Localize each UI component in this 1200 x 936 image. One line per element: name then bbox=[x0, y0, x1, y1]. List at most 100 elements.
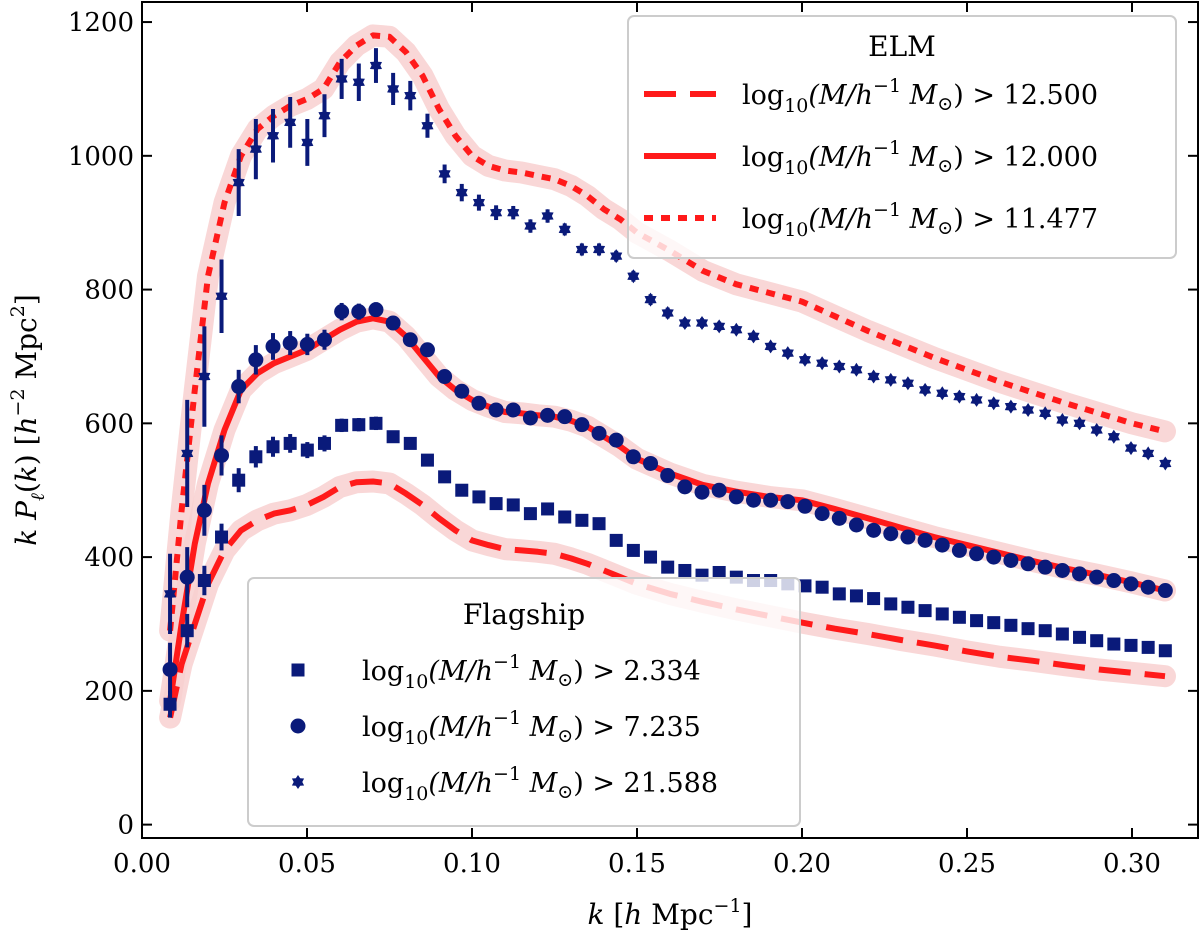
data-point bbox=[626, 543, 640, 557]
data-point bbox=[798, 352, 811, 367]
data-point bbox=[661, 306, 674, 320]
data-point bbox=[849, 589, 863, 603]
data-point bbox=[352, 418, 366, 432]
legend-marker bbox=[291, 663, 305, 677]
data-point bbox=[575, 242, 588, 257]
data-point bbox=[316, 332, 332, 348]
data-point bbox=[438, 166, 451, 181]
data-point bbox=[711, 482, 727, 498]
data-point bbox=[919, 382, 932, 397]
data-point bbox=[677, 479, 693, 495]
data-point bbox=[387, 81, 400, 96]
data-point bbox=[816, 356, 829, 371]
data-point bbox=[541, 502, 555, 516]
data-point bbox=[524, 219, 537, 233]
data-point bbox=[335, 71, 348, 86]
data-point bbox=[249, 450, 263, 464]
data-point bbox=[1022, 403, 1035, 417]
data-point bbox=[232, 473, 246, 487]
data-point bbox=[883, 526, 899, 542]
data-point bbox=[747, 329, 760, 344]
y-tick-label: 1000 bbox=[68, 142, 134, 172]
x-tick-label: 0.15 bbox=[608, 849, 666, 879]
data-point bbox=[403, 436, 417, 450]
data-point bbox=[419, 342, 435, 358]
data-point bbox=[385, 315, 401, 331]
legend-flagship: Flagship log10(M/h−1 M⊙) > 2.334 log10(M/… bbox=[247, 577, 801, 827]
legend-flagship-title: Flagship bbox=[463, 598, 585, 631]
data-point bbox=[179, 569, 195, 585]
data-point bbox=[266, 128, 280, 143]
data-point bbox=[437, 369, 453, 385]
legend-flagship-entry: log10(M/h−1 M⊙) > 2.334 bbox=[362, 651, 701, 693]
data-point bbox=[952, 610, 966, 624]
data-point bbox=[969, 546, 985, 562]
data-point bbox=[644, 550, 658, 564]
data-point bbox=[780, 494, 796, 510]
data-point bbox=[1073, 416, 1086, 431]
data-point bbox=[162, 661, 178, 677]
data-point bbox=[163, 697, 177, 711]
y-tick-label: 600 bbox=[84, 409, 134, 439]
data-point bbox=[1123, 576, 1139, 592]
data-point bbox=[215, 530, 229, 544]
data-point bbox=[284, 115, 297, 130]
legend-flagship-swatch-star bbox=[291, 775, 305, 789]
data-point bbox=[815, 580, 829, 594]
data-point bbox=[558, 222, 571, 237]
data-point bbox=[402, 332, 418, 348]
data-point bbox=[1159, 456, 1172, 471]
data-point bbox=[901, 376, 914, 391]
x-tick-label: 0.00 bbox=[113, 849, 171, 879]
data-point bbox=[557, 409, 573, 425]
data-point bbox=[848, 517, 864, 533]
data-point bbox=[1037, 559, 1053, 575]
data-point bbox=[249, 142, 262, 157]
data-point bbox=[265, 338, 281, 354]
data-point bbox=[1142, 446, 1155, 461]
data-point bbox=[1020, 556, 1036, 572]
data-point bbox=[900, 529, 916, 545]
legend-marker bbox=[291, 775, 305, 789]
data-point bbox=[935, 607, 949, 621]
data-point bbox=[266, 440, 280, 454]
data-point bbox=[352, 75, 365, 90]
data-point bbox=[214, 447, 230, 463]
data-point bbox=[918, 604, 932, 618]
data-point bbox=[625, 449, 641, 465]
data-point bbox=[1124, 638, 1138, 652]
data-point bbox=[833, 359, 846, 374]
data-point bbox=[1038, 624, 1052, 638]
x-tick-label: 0.05 bbox=[278, 849, 336, 879]
legend-elm-title: ELM bbox=[868, 30, 936, 63]
data-point bbox=[490, 205, 503, 220]
data-point bbox=[970, 614, 984, 628]
flagship-series-circle bbox=[162, 302, 1173, 697]
data-point bbox=[730, 322, 743, 337]
data-point bbox=[318, 108, 331, 123]
data-point bbox=[643, 455, 659, 471]
data-point bbox=[713, 319, 726, 334]
data-point bbox=[369, 58, 382, 73]
data-point bbox=[232, 175, 245, 190]
data-point bbox=[831, 510, 847, 526]
data-point bbox=[814, 506, 830, 522]
data-point bbox=[1004, 399, 1017, 414]
flagship-series-star bbox=[164, 48, 1172, 635]
x-axis-label: k [h Mpc−1] bbox=[588, 895, 753, 931]
legend-elm-entry: log10(M/h−1 M⊙) > 12.500 bbox=[742, 75, 1098, 117]
data-point bbox=[917, 532, 933, 548]
legend-elm: ELM log10(M/h−1 M⊙) > 12.500 log10(M/h−1 … bbox=[627, 15, 1177, 259]
data-point bbox=[455, 185, 468, 200]
data-point bbox=[678, 563, 692, 577]
y-tick-label: 0 bbox=[117, 811, 134, 841]
x-tick-label: 0.10 bbox=[443, 849, 501, 879]
data-point bbox=[574, 417, 590, 433]
data-point bbox=[368, 302, 384, 318]
data-point bbox=[678, 316, 691, 330]
elm-line-dotted bbox=[167, 32, 1166, 631]
data-point bbox=[694, 484, 710, 500]
data-point bbox=[884, 372, 897, 387]
data-point bbox=[471, 395, 487, 411]
data-point bbox=[1124, 441, 1138, 456]
